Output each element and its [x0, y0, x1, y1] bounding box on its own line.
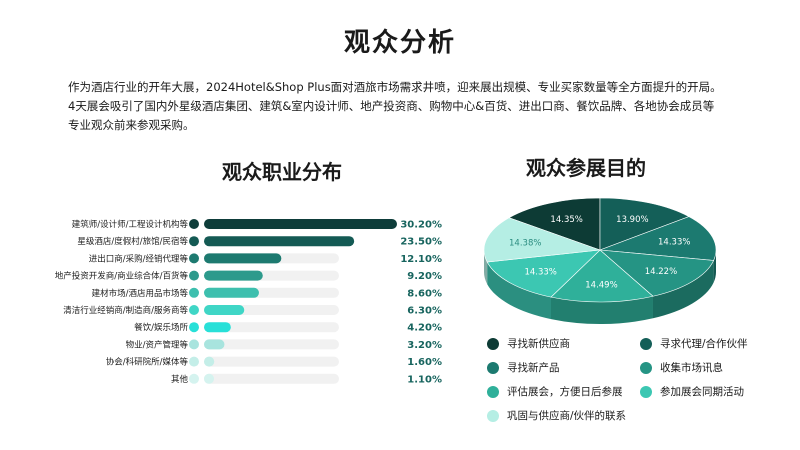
bar-chart-title: 观众职业分布 [222, 160, 342, 184]
pie-value-label: 14.22% [645, 267, 677, 277]
bar-track [204, 322, 339, 333]
purpose-pie-chart: 14.35% 13.90% 14.33% 14.22% 14.49% 14.33% 14.3… [483, 197, 717, 324]
bar-marker-dot [189, 219, 199, 229]
legend-item: 参加展会同期活动 [640, 384, 744, 399]
pie-slice-side [652, 260, 714, 319]
bar-category-label: 清洁行业经销商/制造商/服务商等 [63, 305, 188, 316]
bar-marker-dot [189, 339, 199, 350]
intro-line: 专业观众前来参观采购。 [68, 118, 195, 132]
legend-item: 寻找新供应商 [487, 336, 570, 351]
bar [204, 253, 282, 264]
bar-marker-dot [189, 322, 199, 333]
bar-value-label: 9.20% [407, 271, 442, 282]
bar-marker-dot [189, 270, 199, 281]
legend-label: 寻求代理/合作伙伴 [660, 338, 748, 350]
bar [204, 305, 245, 315]
bar-track [204, 356, 339, 367]
pie-value-label: 14.35% [550, 215, 582, 225]
bar-value-label: 6.30% [407, 306, 442, 317]
bar-marker-dot [189, 287, 199, 298]
bar [204, 339, 225, 350]
bar-category-label: 星级酒店/度假村/旅馆/民宿等 [77, 236, 188, 247]
pie-slice [599, 249, 715, 297]
pie-slice-side [551, 296, 653, 324]
legend-swatch [640, 337, 652, 350]
pie-value-label: 14.33% [524, 268, 556, 278]
bar-marker-dot [189, 373, 199, 384]
bar [204, 270, 263, 281]
pie-value-label: 14.49% [585, 280, 617, 290]
bar-value-label: 23.50% [400, 237, 442, 248]
legend-label: 寻找新供应商 [507, 338, 570, 350]
bar-category-label: 建材市场/酒店用品市场等 [92, 288, 189, 299]
bar-track [204, 373, 339, 384]
legend-swatch [640, 385, 652, 398]
intro-text: 作为酒店行业的开年大展，2024Hotel&Shop Plus面对酒旅市场需求井… [68, 78, 758, 135]
legend-swatch [487, 385, 499, 398]
bar-marker-dot [189, 236, 199, 247]
legend-item: 评估展会，方便日后参展 [487, 384, 623, 399]
bar-category-label: 建筑师/设计师/工程设计机构等 [72, 219, 189, 230]
occupation-bar-chart: 建筑师/设计师/工程设计机构等 30.20% 星级酒店/度假村/旅馆/民宿等 23.5… [55, 219, 442, 385]
legend-item: 寻求代理/合作伙伴 [640, 336, 748, 351]
bar [204, 287, 259, 298]
pie-slice [486, 249, 601, 298]
bar-category-label: 餐饮/娱乐场所 [134, 322, 188, 333]
bar-category-label: 协会/科研院所/媒体等 [106, 357, 189, 368]
bar-value-label: 30.20% [400, 220, 442, 231]
legend-label: 寻找新产品 [507, 362, 560, 374]
bar-category-label: 物业/资产管理等 [126, 339, 189, 350]
legend-item: 寻找新产品 [487, 360, 560, 375]
page-title: 观众分析 [343, 28, 456, 58]
intro-line: 4天展会吸引了国内外星级酒店集团、建筑&室内设计师、地产投资商、购物中心&百货、… [68, 99, 715, 113]
bar [204, 219, 397, 229]
bar-category-label: 进出口商/采购/经销代理等 [89, 253, 189, 264]
pie-slice [508, 197, 601, 251]
bar-value-label: 1.60% [407, 357, 442, 368]
bar-value-label: 12.10% [400, 254, 442, 265]
pie-legend: 寻找新供应商 寻求代理/合作伙伴寻找新产品 收集市场讯息评估展会，方便日后参展 参加展… [487, 336, 787, 436]
bar-marker-dot [189, 356, 199, 367]
bar-value-label: 3.20% [407, 340, 442, 351]
legend-label: 评估展会，方便日后参展 [507, 386, 623, 398]
legend-label: 巩固与供应商/伙伴的联系 [507, 410, 627, 422]
legend-swatch [487, 409, 499, 422]
pie-side-walls [484, 250, 716, 324]
pie-slice-side [484, 250, 488, 285]
bar-category-label: 其他 [171, 374, 189, 385]
legend-item: 巩固与供应商/伙伴的联系 [487, 408, 626, 423]
bar-value-label: 8.60% [407, 288, 442, 299]
legend-swatch [487, 337, 499, 350]
pie-slice [599, 197, 690, 251]
legend-label: 收集市场讯息 [660, 362, 723, 374]
pie-chart-title: 观众参展目的 [526, 156, 646, 180]
pie-top [483, 197, 717, 303]
bar-value-label: 1.10% [407, 374, 442, 385]
legend-label: 参加展会同期活动 [660, 386, 744, 398]
bar [204, 373, 214, 384]
pie-slice-side [713, 250, 716, 283]
pie-slice-side [487, 262, 552, 320]
pie-value-label: 14.38% [509, 239, 541, 249]
bar-track [204, 339, 339, 350]
pie-value-label: 13.90% [616, 215, 648, 225]
legend-swatch [487, 361, 499, 374]
bar-category-label: 地产投资开发商/商业综合体/百货等 [55, 271, 189, 282]
bar [204, 236, 355, 247]
bar-marker-dot [189, 253, 199, 264]
pie-slice [483, 217, 601, 263]
bar-marker-dot [189, 305, 199, 315]
pie-slice [599, 216, 717, 261]
bar [204, 322, 231, 333]
pie-slice [550, 249, 654, 303]
bar [204, 356, 215, 367]
legend-item: 收集市场讯息 [640, 360, 723, 375]
pie-value-label: 14.33% [658, 238, 690, 248]
bar-value-label: 4.20% [407, 323, 442, 334]
legend-swatch [640, 361, 652, 374]
intro-line: 作为酒店行业的开年大展，2024Hotel&Shop Plus面对酒旅市场需求井… [68, 80, 722, 94]
